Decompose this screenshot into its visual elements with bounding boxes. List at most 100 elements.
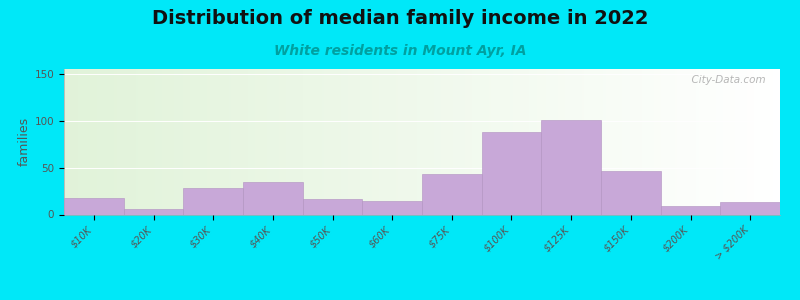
Bar [202, 69, 205, 214]
Bar [501, 69, 503, 214]
Bar [608, 69, 610, 214]
Bar [763, 69, 766, 214]
Bar [494, 69, 496, 214]
Bar [718, 69, 720, 214]
Bar [386, 69, 389, 214]
Bar [154, 69, 157, 214]
Bar [467, 69, 470, 214]
Bar [329, 69, 331, 214]
Bar [389, 69, 391, 214]
Bar [518, 69, 520, 214]
Bar [312, 69, 314, 214]
Bar [515, 69, 518, 214]
Bar [630, 69, 632, 214]
Bar [654, 69, 656, 214]
Bar [506, 69, 508, 214]
Bar [424, 69, 426, 214]
Bar [661, 206, 720, 214]
Bar [706, 69, 709, 214]
Bar [572, 69, 574, 214]
Bar [295, 69, 298, 214]
Bar [169, 69, 171, 214]
Bar [551, 69, 554, 214]
Bar [281, 69, 283, 214]
Bar [66, 69, 69, 214]
Bar [697, 69, 699, 214]
Bar [720, 69, 722, 214]
Bar [413, 69, 415, 214]
Bar [207, 69, 210, 214]
Bar [744, 69, 746, 214]
Bar [775, 69, 778, 214]
Bar [713, 69, 715, 214]
Bar [307, 69, 310, 214]
Bar [134, 69, 135, 214]
Bar [751, 69, 754, 214]
Bar [627, 69, 630, 214]
Bar [248, 69, 250, 214]
Bar [370, 69, 372, 214]
Bar [574, 69, 577, 214]
Bar [64, 198, 124, 214]
Bar [200, 69, 202, 214]
Bar [722, 69, 725, 214]
Bar [350, 69, 353, 214]
Bar [236, 69, 238, 214]
Bar [668, 69, 670, 214]
Bar [522, 69, 525, 214]
Bar [422, 174, 482, 214]
Bar [737, 69, 739, 214]
Bar [293, 69, 295, 214]
Bar [288, 69, 290, 214]
Bar [231, 69, 234, 214]
Bar [98, 69, 100, 214]
Bar [322, 69, 324, 214]
Bar [372, 69, 374, 214]
Bar [634, 69, 637, 214]
Bar [462, 69, 465, 214]
Bar [260, 69, 262, 214]
Bar [682, 69, 685, 214]
Bar [639, 69, 642, 214]
Bar [265, 69, 267, 214]
Bar [690, 69, 692, 214]
Bar [310, 69, 312, 214]
Bar [577, 69, 579, 214]
Bar [69, 69, 71, 214]
Bar [670, 69, 673, 214]
Bar [302, 69, 305, 214]
Bar [119, 69, 122, 214]
Bar [181, 69, 183, 214]
Bar [458, 69, 460, 214]
Bar [532, 69, 534, 214]
Bar [74, 69, 76, 214]
Bar [183, 188, 243, 214]
Bar [83, 69, 86, 214]
Bar [279, 69, 281, 214]
Bar [436, 69, 438, 214]
Bar [394, 69, 396, 214]
Bar [438, 69, 441, 214]
Bar [81, 69, 83, 214]
Bar [114, 69, 117, 214]
Bar [567, 69, 570, 214]
Bar [140, 69, 142, 214]
Bar [704, 69, 706, 214]
Bar [379, 69, 382, 214]
Bar [680, 69, 682, 214]
Text: City-Data.com: City-Data.com [685, 75, 766, 85]
Bar [482, 132, 542, 214]
Bar [579, 69, 582, 214]
Bar [267, 69, 270, 214]
Bar [739, 69, 742, 214]
Bar [277, 69, 278, 214]
Bar [334, 69, 336, 214]
Bar [470, 69, 472, 214]
Bar [446, 69, 448, 214]
Bar [95, 69, 98, 214]
Bar [174, 69, 176, 214]
Bar [382, 69, 384, 214]
Bar [766, 69, 768, 214]
Bar [431, 69, 434, 214]
Bar [152, 69, 154, 214]
